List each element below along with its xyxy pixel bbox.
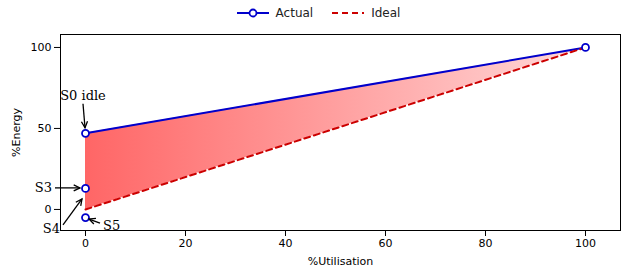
- svg-text:S4: S4: [43, 221, 60, 236]
- svg-text:80: 80: [479, 237, 493, 250]
- html-text:Ideal: Ideal: [371, 6, 401, 20]
- svg-text:S3: S3: [35, 180, 52, 195]
- svg-text:0: 0: [82, 237, 89, 250]
- html-text:Actual: Actual: [275, 6, 314, 20]
- svg-text:20: 20: [179, 237, 193, 250]
- svg-text:40: 40: [279, 237, 293, 250]
- svg-text:%Energy: %Energy: [10, 108, 23, 157]
- svg-text:100: 100: [31, 41, 52, 54]
- svg-text:0: 0: [45, 203, 52, 216]
- svg-text:S5: S5: [103, 218, 120, 233]
- svg-text:S0 idle: S0 idle: [60, 88, 106, 103]
- svg-text:%Utilisation: %Utilisation: [308, 255, 374, 268]
- svg-text:50: 50: [38, 122, 52, 135]
- svg-text:100: 100: [575, 237, 596, 250]
- svg-text:60: 60: [379, 237, 393, 250]
